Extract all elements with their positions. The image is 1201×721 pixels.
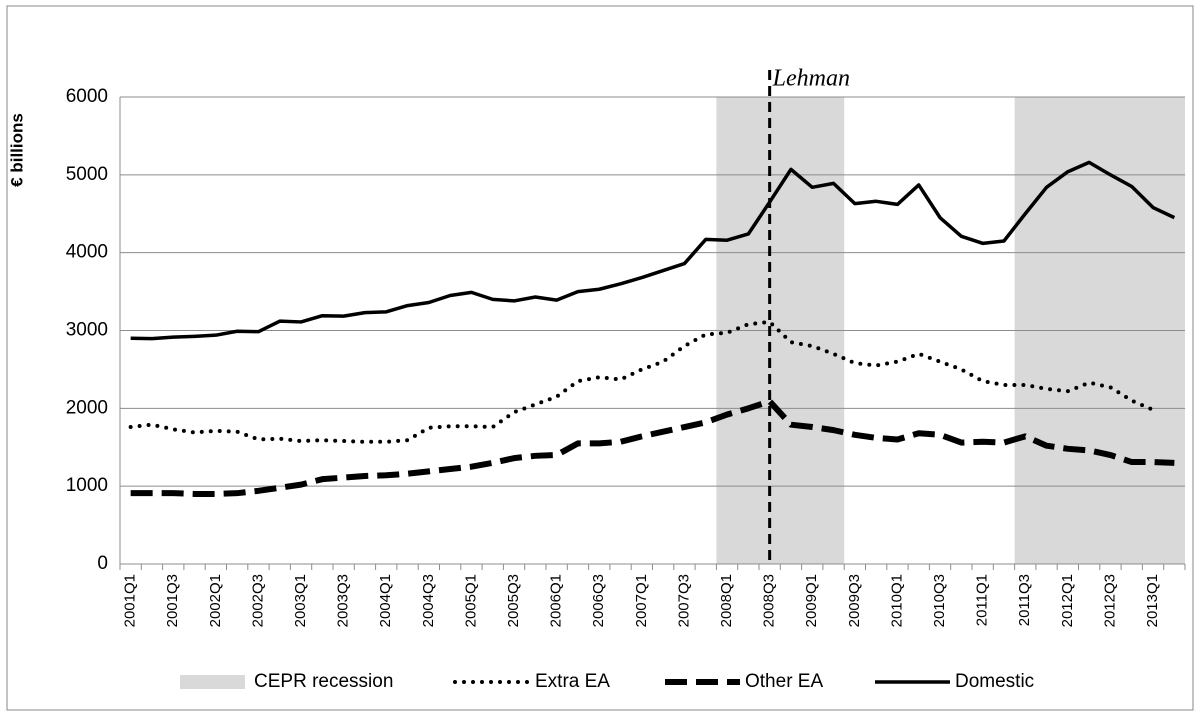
y-axis-label: € billions	[7, 113, 26, 187]
x-tick-label: 2004Q1	[377, 574, 394, 627]
x-tick-label: 2013Q1	[1144, 574, 1161, 627]
series-line	[128, 319, 1156, 444]
x-tick-label: 2004Q3	[420, 574, 437, 627]
x-tick-label: 2001Q1	[122, 574, 139, 627]
x-tick-label: 2005Q1	[462, 574, 479, 627]
y-tick-label: 5000	[66, 164, 108, 185]
legend-label: Extra EA	[535, 671, 610, 692]
y-tick-label: 0	[97, 553, 108, 574]
legend-label: CEPR recession	[254, 671, 393, 692]
y-tick-label: 2000	[66, 397, 108, 418]
x-tick-label: 2001Q3	[164, 574, 181, 627]
x-tick-label: 2006Q1	[548, 574, 565, 627]
series-line	[130, 398, 1175, 497]
x-tick-label: 2010Q3	[931, 574, 948, 627]
y-tick-label: 6000	[66, 86, 108, 107]
y-tick-label: 1000	[66, 475, 108, 496]
x-tick-label: 2003Q3	[335, 574, 352, 627]
series-line	[130, 160, 1176, 341]
x-tick-label: 2008Q1	[718, 574, 735, 627]
x-tick-label: 2002Q1	[207, 574, 224, 627]
x-tick-label: 2007Q1	[633, 574, 650, 627]
x-tick-label: 2002Q3	[249, 574, 266, 627]
legend-label: Domestic	[955, 671, 1034, 692]
x-tick-label: 2011Q1	[974, 574, 991, 626]
x-tick-label: 2007Q3	[675, 574, 692, 627]
x-tick-label: 2005Q3	[505, 574, 522, 627]
x-tick-label: 2008Q3	[761, 574, 778, 627]
x-tick-label: 2011Q3	[1016, 574, 1033, 626]
x-tick-label: 2012Q1	[1059, 574, 1076, 627]
x-tick-label: 2003Q1	[292, 574, 309, 627]
y-tick-label: 4000	[66, 242, 108, 263]
x-tick-label: 2006Q3	[590, 574, 607, 627]
event-label: Lehman	[772, 66, 850, 92]
legend-swatch	[180, 675, 245, 689]
chart-border	[6, 5, 1194, 711]
x-tick-label: 2012Q3	[1101, 574, 1118, 627]
y-tick-label: 3000	[66, 320, 108, 341]
legend-label: Other EA	[745, 671, 823, 692]
x-tick-label: 2009Q1	[803, 574, 820, 627]
x-tick-label: 2009Q3	[846, 574, 863, 627]
x-tick-label: 2010Q1	[888, 574, 905, 627]
